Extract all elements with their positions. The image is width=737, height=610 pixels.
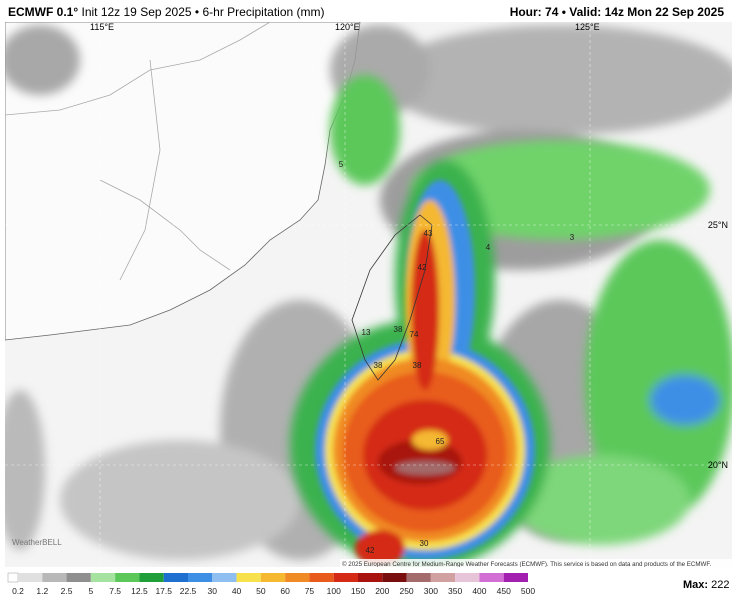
point-value: 65 [436, 437, 445, 446]
colorbar-label: 30 [208, 586, 218, 596]
colorbar-label: 60 [280, 586, 290, 596]
lon-label: 125°E [575, 22, 600, 32]
colorbar-swatch [163, 573, 188, 582]
point-value: 38 [413, 361, 422, 370]
colorbar-label: 75 [305, 586, 315, 596]
colorbar-label: 200 [375, 586, 389, 596]
lon-label: 120°E [335, 22, 360, 32]
lon-label: 115°E [90, 22, 114, 32]
colorbar: 0.2 1.2 2.5 5 7.5 12.5 17.5 22.5 30 40 50 60 75 100 15… [7, 572, 535, 596]
colorbar-swatch [212, 573, 237, 582]
colorbar-label: 150 [351, 586, 365, 596]
colorbar-swatch [333, 573, 358, 582]
colorbar-swatch [285, 573, 310, 582]
colorbar-label: 450 [497, 586, 511, 596]
colorbar-label: 400 [472, 586, 486, 596]
colorbar-swatch [455, 573, 480, 582]
colorbar-swatch [90, 573, 116, 582]
point-value: 38 [394, 325, 403, 334]
colorbar-label: 50 [256, 586, 266, 596]
colorbar-label: 40 [232, 586, 242, 596]
colorbar-label: 2.5 [61, 586, 73, 596]
colorbar-swatch [382, 573, 407, 582]
colorbar-swatch [139, 573, 164, 582]
colorbar-swatch [66, 573, 91, 582]
colorbar-label: 100 [327, 586, 341, 596]
colorbar-label: 7.5 [109, 586, 121, 596]
colorbar-label: 1.2 [36, 586, 48, 596]
colorbar-swatch [309, 573, 334, 582]
colorbar-swatch [236, 573, 261, 582]
colorbar-swatch [42, 573, 67, 582]
colorbar-swatch [430, 573, 456, 582]
colorbar-label: 500 [521, 586, 535, 596]
point-value: 13 [362, 328, 371, 337]
colorbar-swatch [479, 573, 504, 582]
colorbar-swatch [18, 573, 43, 582]
colorbar-swatch [115, 573, 140, 582]
colorbar-swatch [503, 573, 528, 582]
colorbar-label: 300 [424, 586, 438, 596]
point-value: 42 [418, 263, 427, 272]
colorbar-swatch [358, 573, 383, 582]
colorbar-swatch [260, 573, 286, 582]
point-value: 5 [339, 160, 344, 169]
lat-label: 25°N [708, 220, 728, 230]
colorbar-label: 250 [399, 586, 413, 596]
point-value: 3 [570, 233, 575, 242]
colorbar-label: 5 [88, 586, 93, 596]
lat-label: 20°N [708, 460, 728, 470]
copyright: © 2025 European Centre for Medium-Range … [342, 561, 711, 568]
colorbar-label: 0.2 [12, 586, 24, 596]
colorbar-label: 12.5 [131, 586, 148, 596]
colorbar-start [7, 572, 19, 583]
header-left: ECMWF 0.1° Init 12z 19 Sep 2025 • 6-hr P… [8, 5, 325, 19]
colorbar-label: 22.5 [180, 586, 197, 596]
point-value: 74 [410, 330, 419, 339]
point-value: 30 [420, 539, 429, 548]
point-value: 4 [486, 243, 491, 252]
max-text: Max: 222 [683, 579, 729, 591]
point-value: 43 [424, 229, 433, 238]
colorbar-swatch [188, 573, 213, 582]
colorbar-swatch [406, 573, 431, 582]
point-value: 38 [374, 361, 383, 370]
point-value: 42 [366, 546, 375, 555]
logo: WeatherBELL [12, 538, 62, 547]
header-right: Hour: 74 • Valid: 14z Mon 22 Sep 2025 [510, 5, 725, 19]
colorbar-label: 350 [448, 586, 462, 596]
colorbar-label: 17.5 [155, 586, 172, 596]
